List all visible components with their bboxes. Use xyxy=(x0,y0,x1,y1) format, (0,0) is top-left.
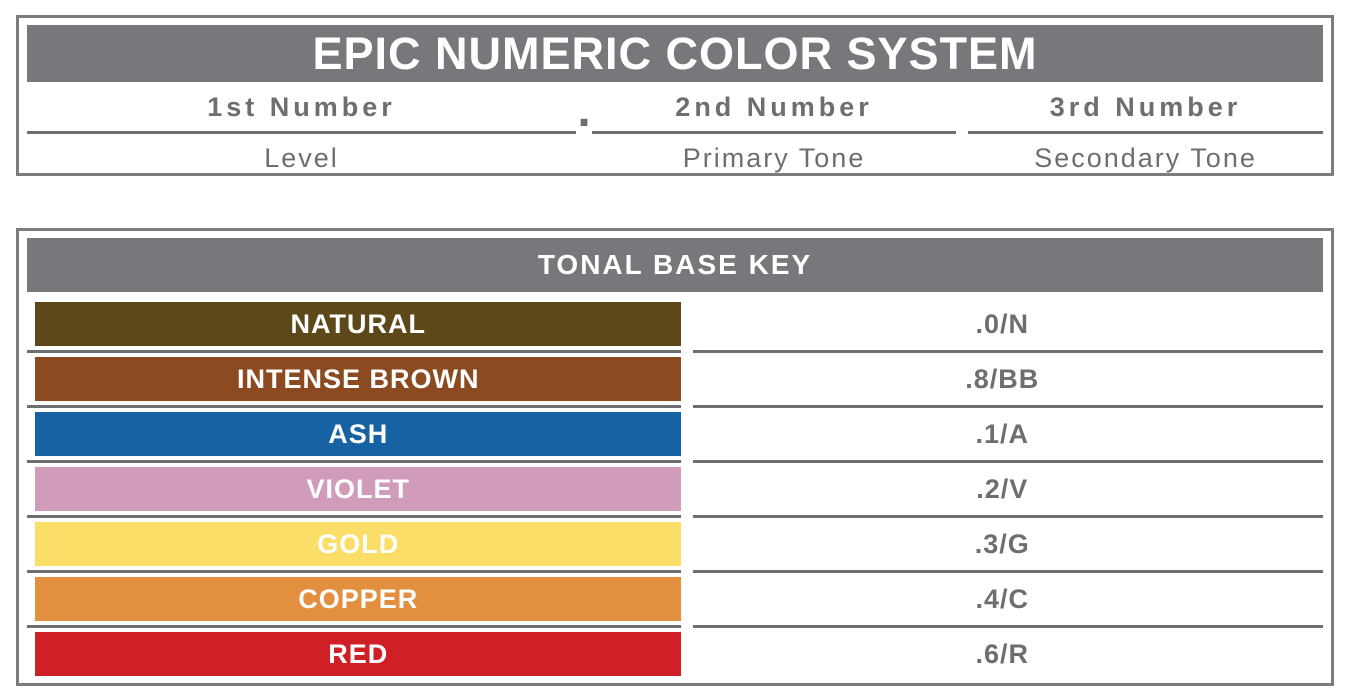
column-third-number: 3rd Number Secondary Tone xyxy=(968,88,1323,174)
swatch-gold: GOLD xyxy=(35,522,682,566)
tone-code: .2/V xyxy=(976,473,1029,504)
tone-label: GOLD xyxy=(317,528,400,559)
decimal-point-glyph: . xyxy=(577,84,591,137)
tone-code: .4/C xyxy=(975,583,1029,614)
swatch-ash: ASH xyxy=(35,412,682,456)
tone-label: NATURAL xyxy=(290,308,426,339)
third-number-label: 3rd Number xyxy=(968,88,1323,134)
row-divider xyxy=(27,625,1323,628)
first-number-label: 1st Number xyxy=(27,88,577,134)
swatch-intense-brown: INTENSE BROWN xyxy=(35,357,682,401)
first-number-meaning: Level xyxy=(264,143,339,173)
tone-code: .6/R xyxy=(975,638,1029,669)
numeric-system-panel: EPIC NUMERIC COLOR SYSTEM 1st Number Lev… xyxy=(16,15,1334,176)
column-gap xyxy=(956,88,968,134)
third-number-meaning: Secondary Tone xyxy=(1034,143,1257,173)
tonal-row-natural: NATURAL .0/N xyxy=(27,302,1323,346)
tone-label: INTENSE BROWN xyxy=(236,363,480,394)
second-number-meaning: Primary Tone xyxy=(682,143,866,173)
tone-code: .0/N xyxy=(975,308,1029,339)
tonal-row-ash: ASH .1/A xyxy=(27,412,1323,456)
decimal-point-separator: . xyxy=(576,84,592,137)
swatch-violet: VIOLET xyxy=(35,467,682,511)
panel-title: EPIC NUMERIC COLOR SYSTEM xyxy=(312,27,1038,79)
row-divider xyxy=(27,460,1323,463)
swatch-natural: NATURAL xyxy=(35,302,682,346)
tone-code: .3/G xyxy=(974,528,1030,559)
number-columns: 1st Number Level . 2nd Number Primary To… xyxy=(27,84,1323,174)
panel-title-bar: EPIC NUMERIC COLOR SYSTEM xyxy=(27,25,1323,82)
swatch-red: RED xyxy=(35,632,682,676)
column-first-number: 1st Number Level xyxy=(27,88,577,174)
tone-code: .1/A xyxy=(975,418,1029,449)
tonal-row-copper: COPPER .4/C xyxy=(27,577,1323,621)
tonal-row-intense-brown: INTENSE BROWN .8/BB xyxy=(27,357,1323,401)
row-divider xyxy=(27,405,1323,408)
tonal-row-violet: VIOLET .2/V xyxy=(27,467,1323,511)
column-second-number: 2nd Number Primary Tone xyxy=(592,88,957,174)
tone-label: VIOLET xyxy=(306,473,410,504)
key-title-bar: TONAL BASE KEY xyxy=(27,238,1323,292)
tonal-rows: NATURAL .0/N INTENSE BROWN .8/BB ASH .1/… xyxy=(27,302,1323,676)
tone-code: .8/BB xyxy=(965,363,1040,394)
tone-label: RED xyxy=(328,638,389,669)
row-divider xyxy=(27,350,1323,353)
second-number-label: 2nd Number xyxy=(592,88,957,134)
tone-label: ASH xyxy=(328,418,389,449)
tone-label: COPPER xyxy=(298,583,419,614)
tonal-row-red: RED .6/R xyxy=(27,632,1323,676)
swatch-copper: COPPER xyxy=(35,577,682,621)
key-title: TONAL BASE KEY xyxy=(537,249,813,280)
tonal-base-key-panel: TONAL BASE KEY NATURAL .0/N INTENSE BROW… xyxy=(16,228,1334,686)
row-divider xyxy=(27,515,1323,518)
tonal-row-gold: GOLD .3/G xyxy=(27,522,1323,566)
row-divider xyxy=(27,570,1323,573)
